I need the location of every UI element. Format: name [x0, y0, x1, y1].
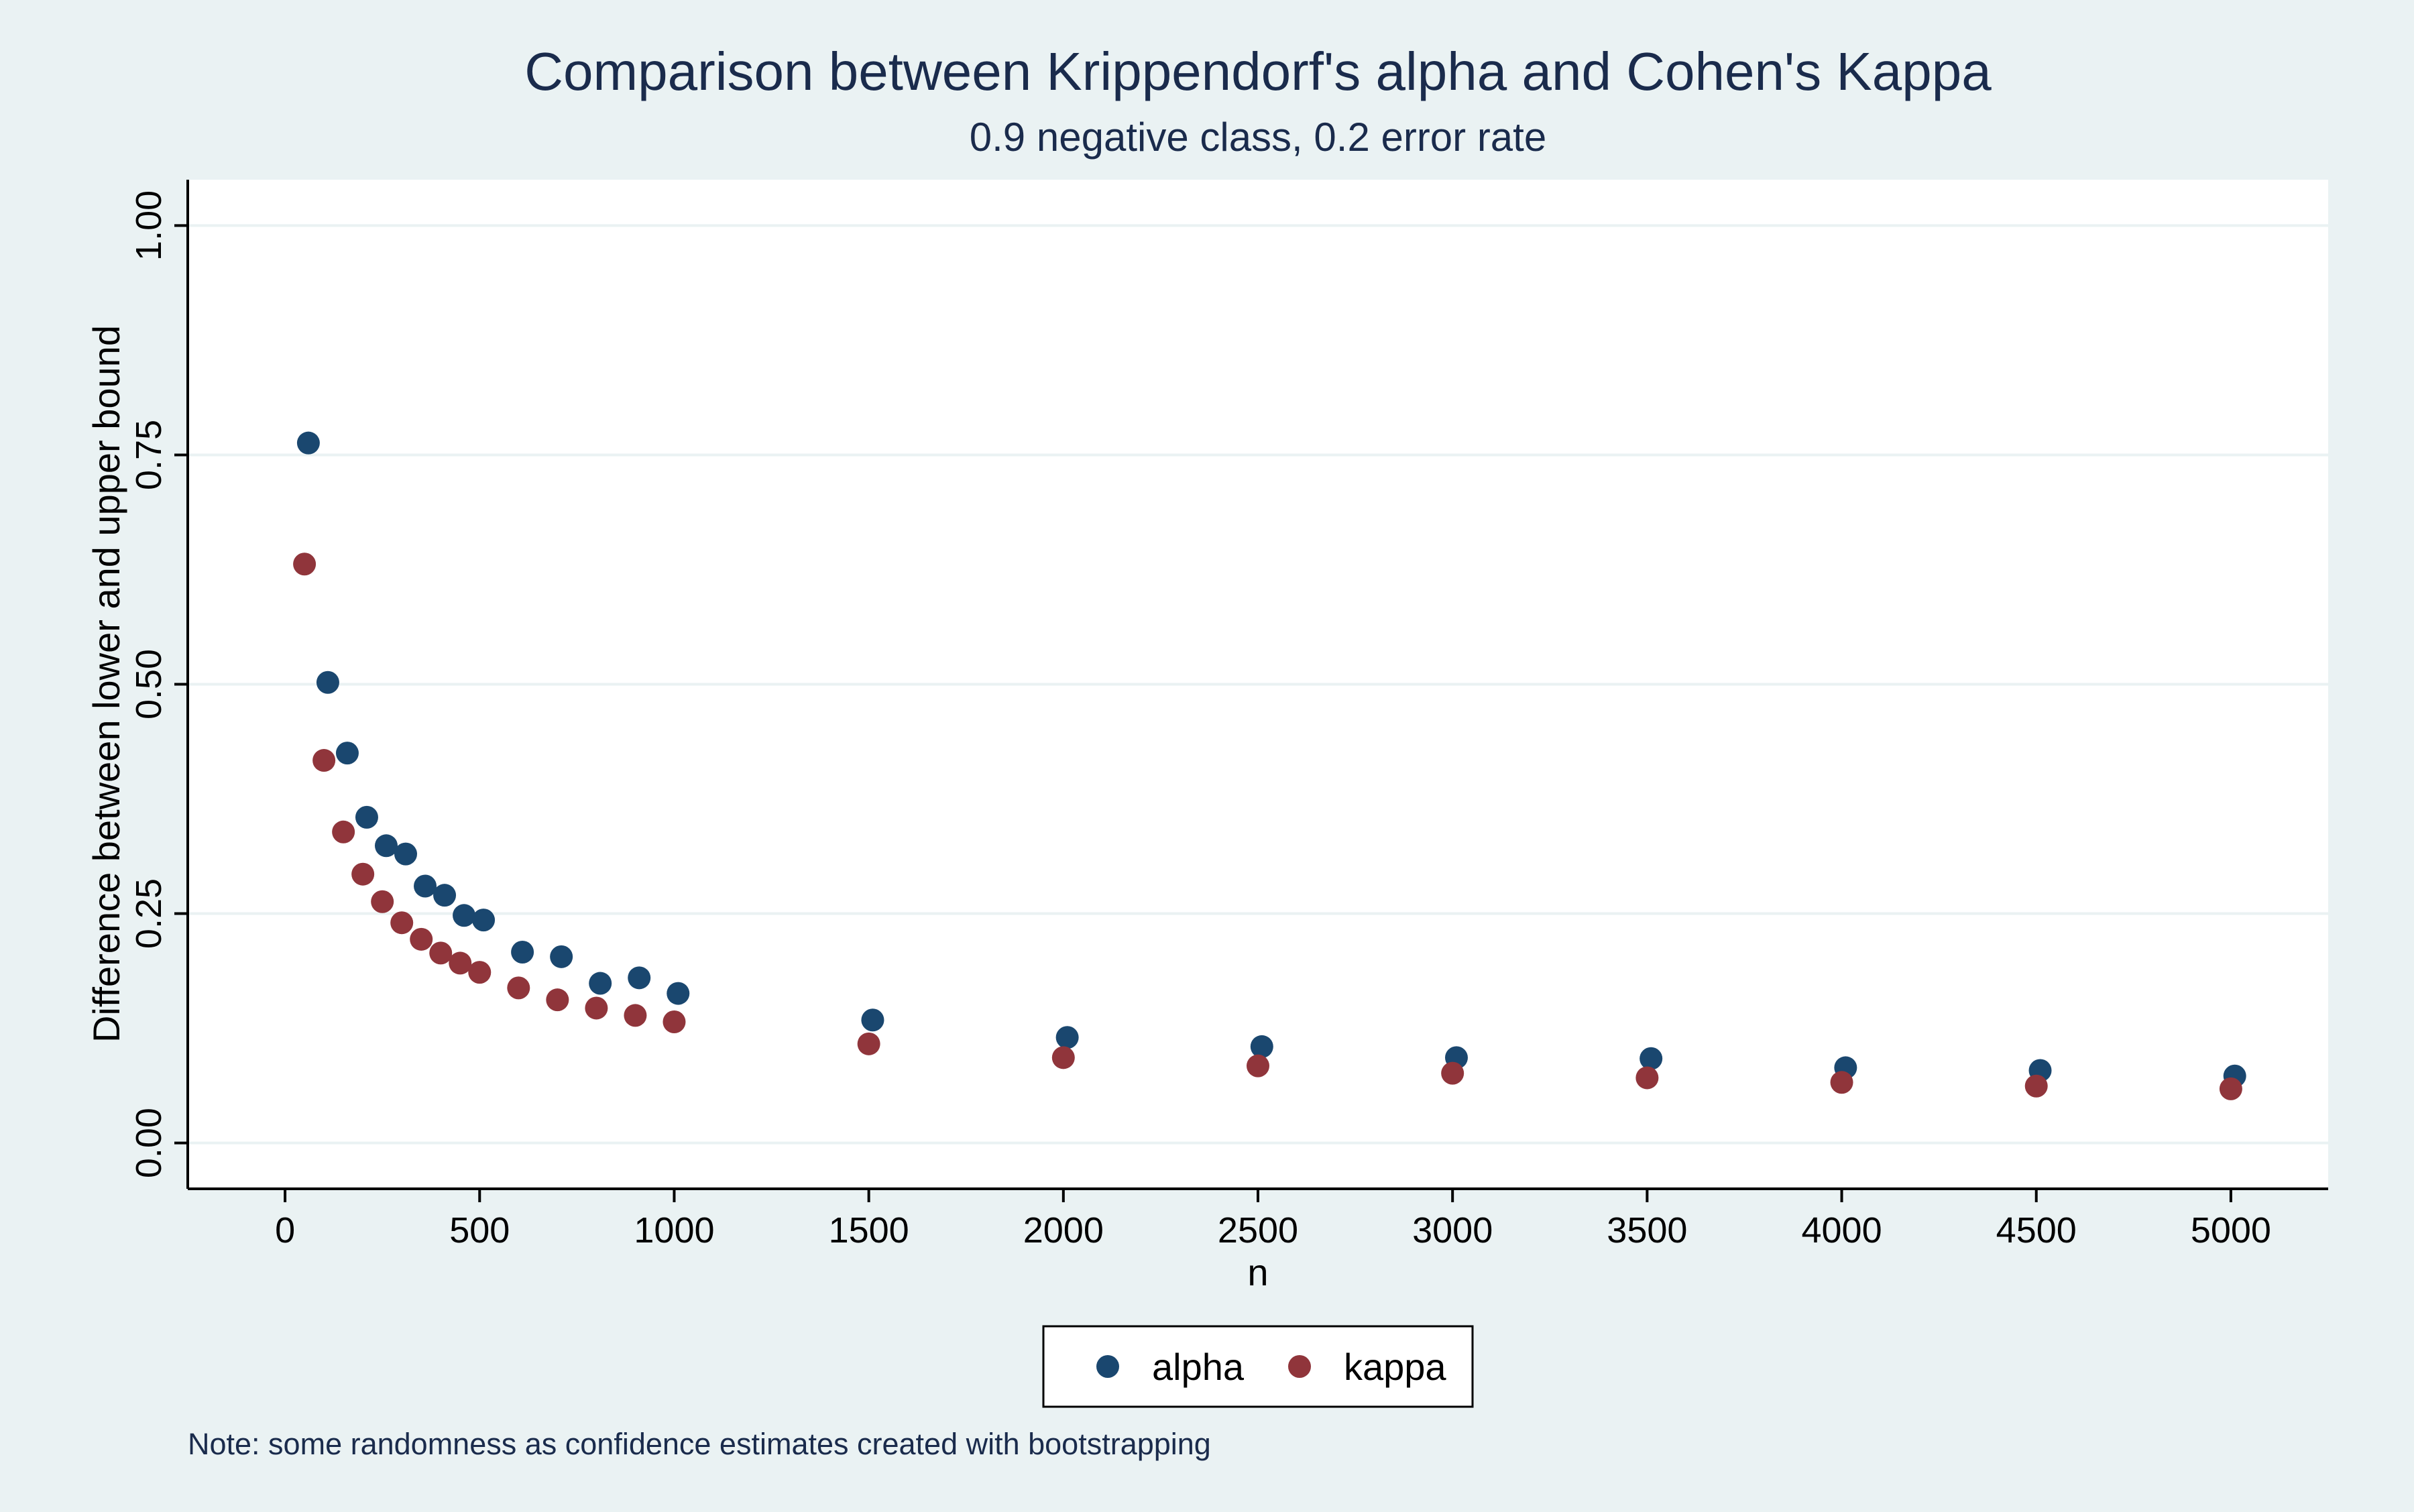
data-point-kappa [1051, 1046, 1075, 1069]
data-point-kappa [857, 1032, 880, 1055]
data-point-alpha [511, 941, 534, 964]
legend-marker-alpha [1096, 1355, 1119, 1378]
data-point-alpha [316, 671, 339, 694]
data-point-kappa [429, 941, 453, 965]
chart-subtitle: 0.9 negative class, 0.2 error rate [970, 115, 1546, 160]
y-tick-label: 0.00 [129, 1108, 169, 1178]
y-tick-label: 0.50 [129, 649, 169, 719]
data-point-kappa [2219, 1077, 2242, 1100]
data-point-kappa [1830, 1071, 1853, 1094]
legend-label-kappa: kappa [1344, 1346, 1446, 1388]
data-point-alpha [414, 874, 437, 898]
data-point-kappa [332, 820, 355, 844]
x-tick-label: 0 [275, 1210, 295, 1251]
data-point-kappa [2024, 1074, 2048, 1098]
data-point-alpha [296, 431, 320, 455]
data-point-alpha [1250, 1035, 1273, 1058]
data-point-alpha [861, 1008, 884, 1032]
y-tick-label: 0.25 [129, 878, 169, 949]
data-point-alpha [1055, 1026, 1079, 1049]
chart-note: Note: some randomness as confidence esti… [188, 1427, 1211, 1461]
data-point-kappa [1247, 1054, 1269, 1078]
data-point-kappa [312, 749, 336, 772]
x-tick-label: 3500 [1607, 1210, 1687, 1251]
x-tick-label: 1000 [634, 1210, 714, 1251]
data-point-kappa [1635, 1066, 1659, 1090]
data-point-kappa [546, 988, 569, 1012]
data-point-kappa [410, 927, 433, 951]
data-point-alpha [433, 884, 457, 907]
x-tick-label: 1500 [829, 1210, 909, 1251]
x-tick-label: 500 [449, 1210, 510, 1251]
data-point-alpha [628, 966, 651, 990]
data-point-alpha [550, 945, 573, 968]
axis-ticks: 0.00 0.25 0.50 0.75 1.00 0 500 1000 1500 2000 2500… [129, 190, 2271, 1251]
data-point-alpha [355, 805, 378, 829]
data-point-kappa [507, 976, 530, 1000]
data-point-kappa [663, 1010, 686, 1033]
x-tick-label: 2000 [1023, 1210, 1104, 1251]
data-point-alpha [394, 842, 418, 866]
legend: alpha kappa [1042, 1325, 1474, 1408]
data-point-kappa [624, 1004, 647, 1027]
x-tick-label: 4500 [1996, 1210, 2077, 1251]
data-point-alpha [1640, 1047, 1663, 1070]
y-tick-label: 0.75 [129, 420, 169, 490]
x-tick-label: 3000 [1412, 1210, 1493, 1251]
gridlines [188, 224, 2328, 1145]
data-point-kappa [1441, 1061, 1464, 1085]
chart-title: Comparison between Krippendorf's alpha a… [524, 42, 1992, 101]
x-tick-label: 5000 [2191, 1210, 2271, 1251]
data-point-alpha [589, 972, 612, 995]
data-point-kappa [390, 911, 414, 935]
data-point-kappa [293, 553, 317, 576]
y-tick-label: 1.00 [129, 190, 169, 261]
x-tick-label: 4000 [1801, 1210, 1882, 1251]
data-point-alpha [453, 904, 476, 927]
data-point-alpha [374, 834, 398, 858]
data-point-alpha [667, 982, 690, 1005]
data-point-kappa [585, 996, 608, 1020]
data-point-kappa [449, 951, 472, 975]
data-point-alpha [335, 742, 359, 765]
data-point-kappa [351, 862, 375, 886]
y-axis-label: Difference between lower and upper bound [85, 325, 127, 1043]
data-point-kappa [371, 890, 394, 913]
data-point-alpha [472, 909, 496, 932]
legend-marker-kappa [1288, 1355, 1311, 1378]
data-points [293, 431, 2246, 1100]
x-axis-label: n [1247, 1251, 1268, 1293]
x-tick-label: 2500 [1218, 1210, 1298, 1251]
legend-label-alpha: alpha [1152, 1346, 1245, 1388]
data-point-kappa [468, 961, 492, 984]
